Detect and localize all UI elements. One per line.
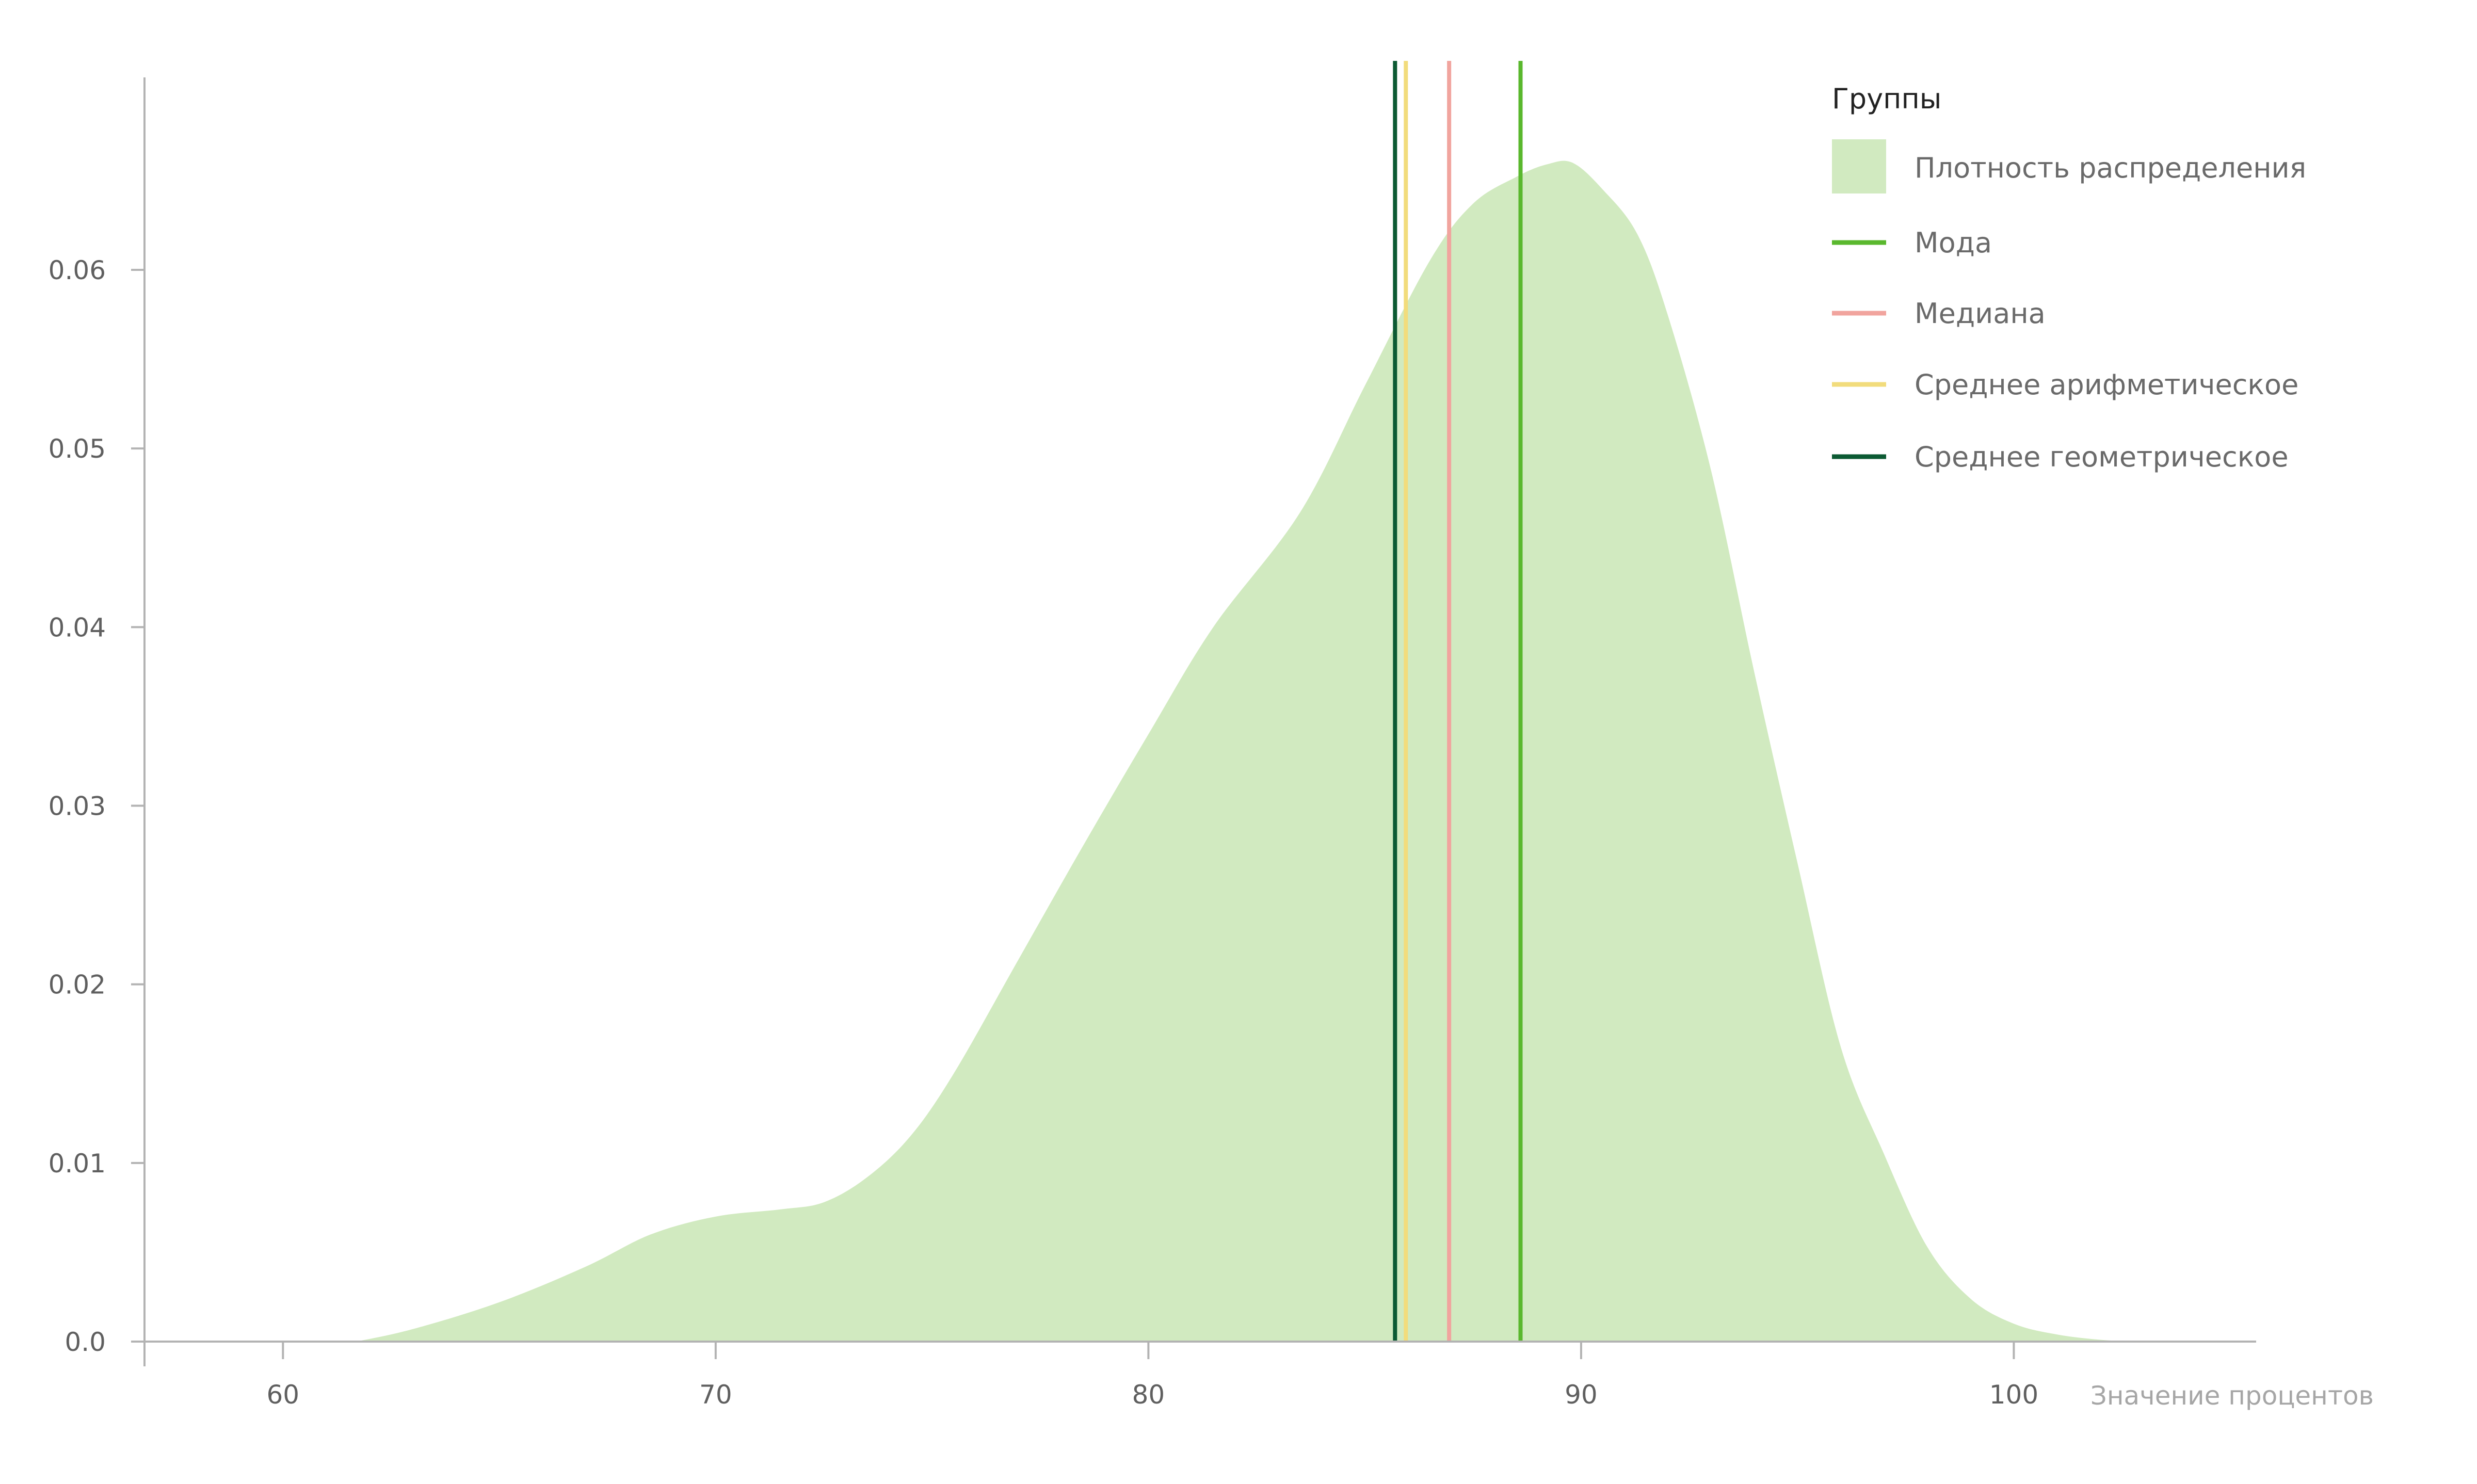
y-tick-label: 0.03 [49, 792, 106, 821]
y-ticks: 0.0 0.01 0.02 0.03 0.04 0.05 0.06 [49, 255, 144, 1357]
legend: Группы Плотность распределения Мода Медиан… [1832, 83, 2306, 473]
legend-label: Среднее арифметическое [1915, 368, 2298, 401]
legend-label: Плотность распределения [1915, 152, 2306, 184]
x-ticks: 60 70 80 90 100 [267, 1342, 2038, 1410]
axes: 0.00.010.020.030.040.050.06 60 70 80 90 100 … [49, 77, 2374, 1411]
y-tick-label: 0.01 [49, 1149, 106, 1179]
y-tick-label: 0.0 [65, 1327, 106, 1357]
x-tick-label: 100 [1989, 1380, 2038, 1410]
x-tick-label: 80 [1132, 1380, 1165, 1410]
legend-label: Мода [1915, 227, 1992, 259]
statistic-lines [1393, 61, 1523, 1342]
legend-label: Медиана [1915, 297, 2046, 330]
x-axis-label: Значение процентов [2090, 1381, 2374, 1411]
plot-area [356, 61, 2135, 1342]
legend-label: Среднее геометрическое [1915, 441, 2289, 473]
legend-items: Плотность распределения Мода Медиана Средне… [1832, 139, 2306, 473]
x-tick-label: 70 [699, 1380, 732, 1410]
x-tick-label: 60 [267, 1380, 300, 1410]
y-tick-label: 0.05 [49, 434, 106, 464]
y-tick-label: 0.04 [49, 612, 106, 642]
y-tick-label: 0.06 [49, 255, 106, 285]
y-tick-label: 0.02 [49, 970, 106, 1000]
density-area [356, 160, 2135, 1342]
legend-title: Группы [1832, 83, 1941, 115]
x-tick-label: 90 [1565, 1380, 1598, 1410]
legend-swatch [1832, 139, 1886, 193]
